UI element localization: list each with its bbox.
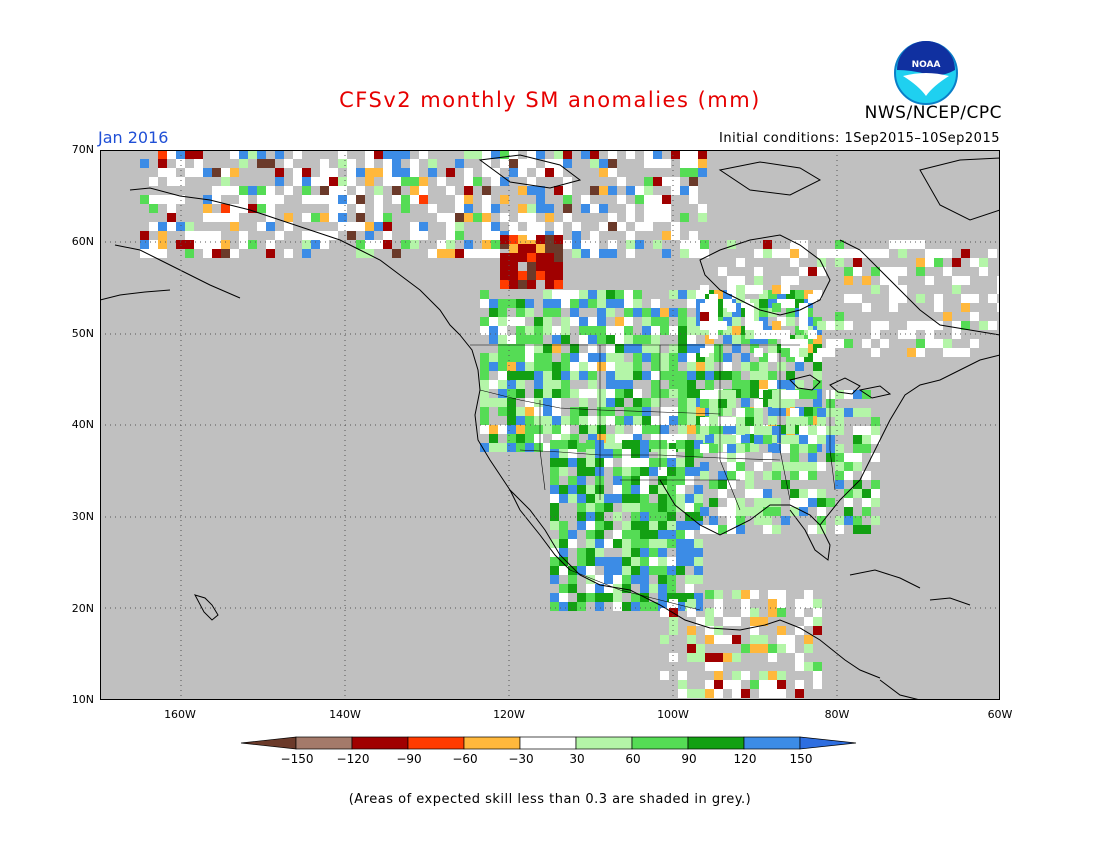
colorbar-tick-label: 30 (569, 752, 585, 766)
colorbar-tick-label: −120 (336, 752, 370, 766)
colorbar-tick-label: −60 (452, 752, 478, 766)
colorbar-tick-label: 120 (733, 752, 757, 766)
colorbar-tick-label: 150 (789, 752, 813, 766)
colorbar-swatch (519, 736, 577, 750)
colorbar-tick-label: 90 (681, 752, 697, 766)
colorbar-swatch (351, 736, 409, 750)
colorbar-swatch (743, 736, 801, 750)
lat-label: 70N (71, 143, 94, 156)
lon-label: 120W (493, 708, 525, 721)
coastlines (100, 154, 1000, 700)
lat-label: 30N (71, 510, 94, 523)
lon-label: 100W (657, 708, 689, 721)
footnote: (Areas of expected skill less than 0.3 a… (348, 792, 752, 807)
lat-label: 60N (71, 235, 94, 248)
lat-label: 10N (71, 693, 94, 706)
organization-label: NWS/NCEP/CPC (864, 103, 1002, 123)
colorbar-swatch (463, 736, 521, 750)
initial-conditions: Initial conditions: 1Sep2015–10Sep2015 (719, 131, 1000, 146)
lat-label: 40N (71, 418, 94, 431)
lon-label: 80W (824, 708, 850, 721)
lon-label: 140W (329, 708, 361, 721)
anomaly-cells (140, 150, 1000, 698)
lat-label: 50N (71, 327, 94, 340)
colorbar-arrow-low (240, 736, 297, 750)
state-borders (470, 344, 836, 611)
colorbar-swatch (407, 736, 465, 750)
graticule (100, 150, 1000, 700)
colorbar-tick-label: 60 (625, 752, 641, 766)
colorbar-tick-label: −150 (280, 752, 314, 766)
map-title: CFSv2 monthly SM anomalies (mm) (339, 88, 761, 112)
noaa-logo: NOAA (894, 41, 958, 105)
lon-label: 160W (164, 708, 196, 721)
colorbar (240, 736, 857, 750)
lat-label: 20N (71, 602, 94, 615)
colorbar-arrow-high (799, 736, 857, 750)
colorbar-swatch (687, 736, 745, 750)
colorbar-swatch (295, 736, 353, 750)
colorbar-swatch (631, 736, 689, 750)
forecast-month: Jan 2016 (98, 128, 169, 147)
svg-text:NOAA: NOAA (912, 60, 941, 70)
map-panel (100, 150, 1000, 700)
colorbar-tick-label: −90 (396, 752, 422, 766)
colorbar-swatch (575, 736, 633, 750)
colorbar-tick-label: −30 (508, 752, 534, 766)
lon-label: 60W (987, 708, 1013, 721)
